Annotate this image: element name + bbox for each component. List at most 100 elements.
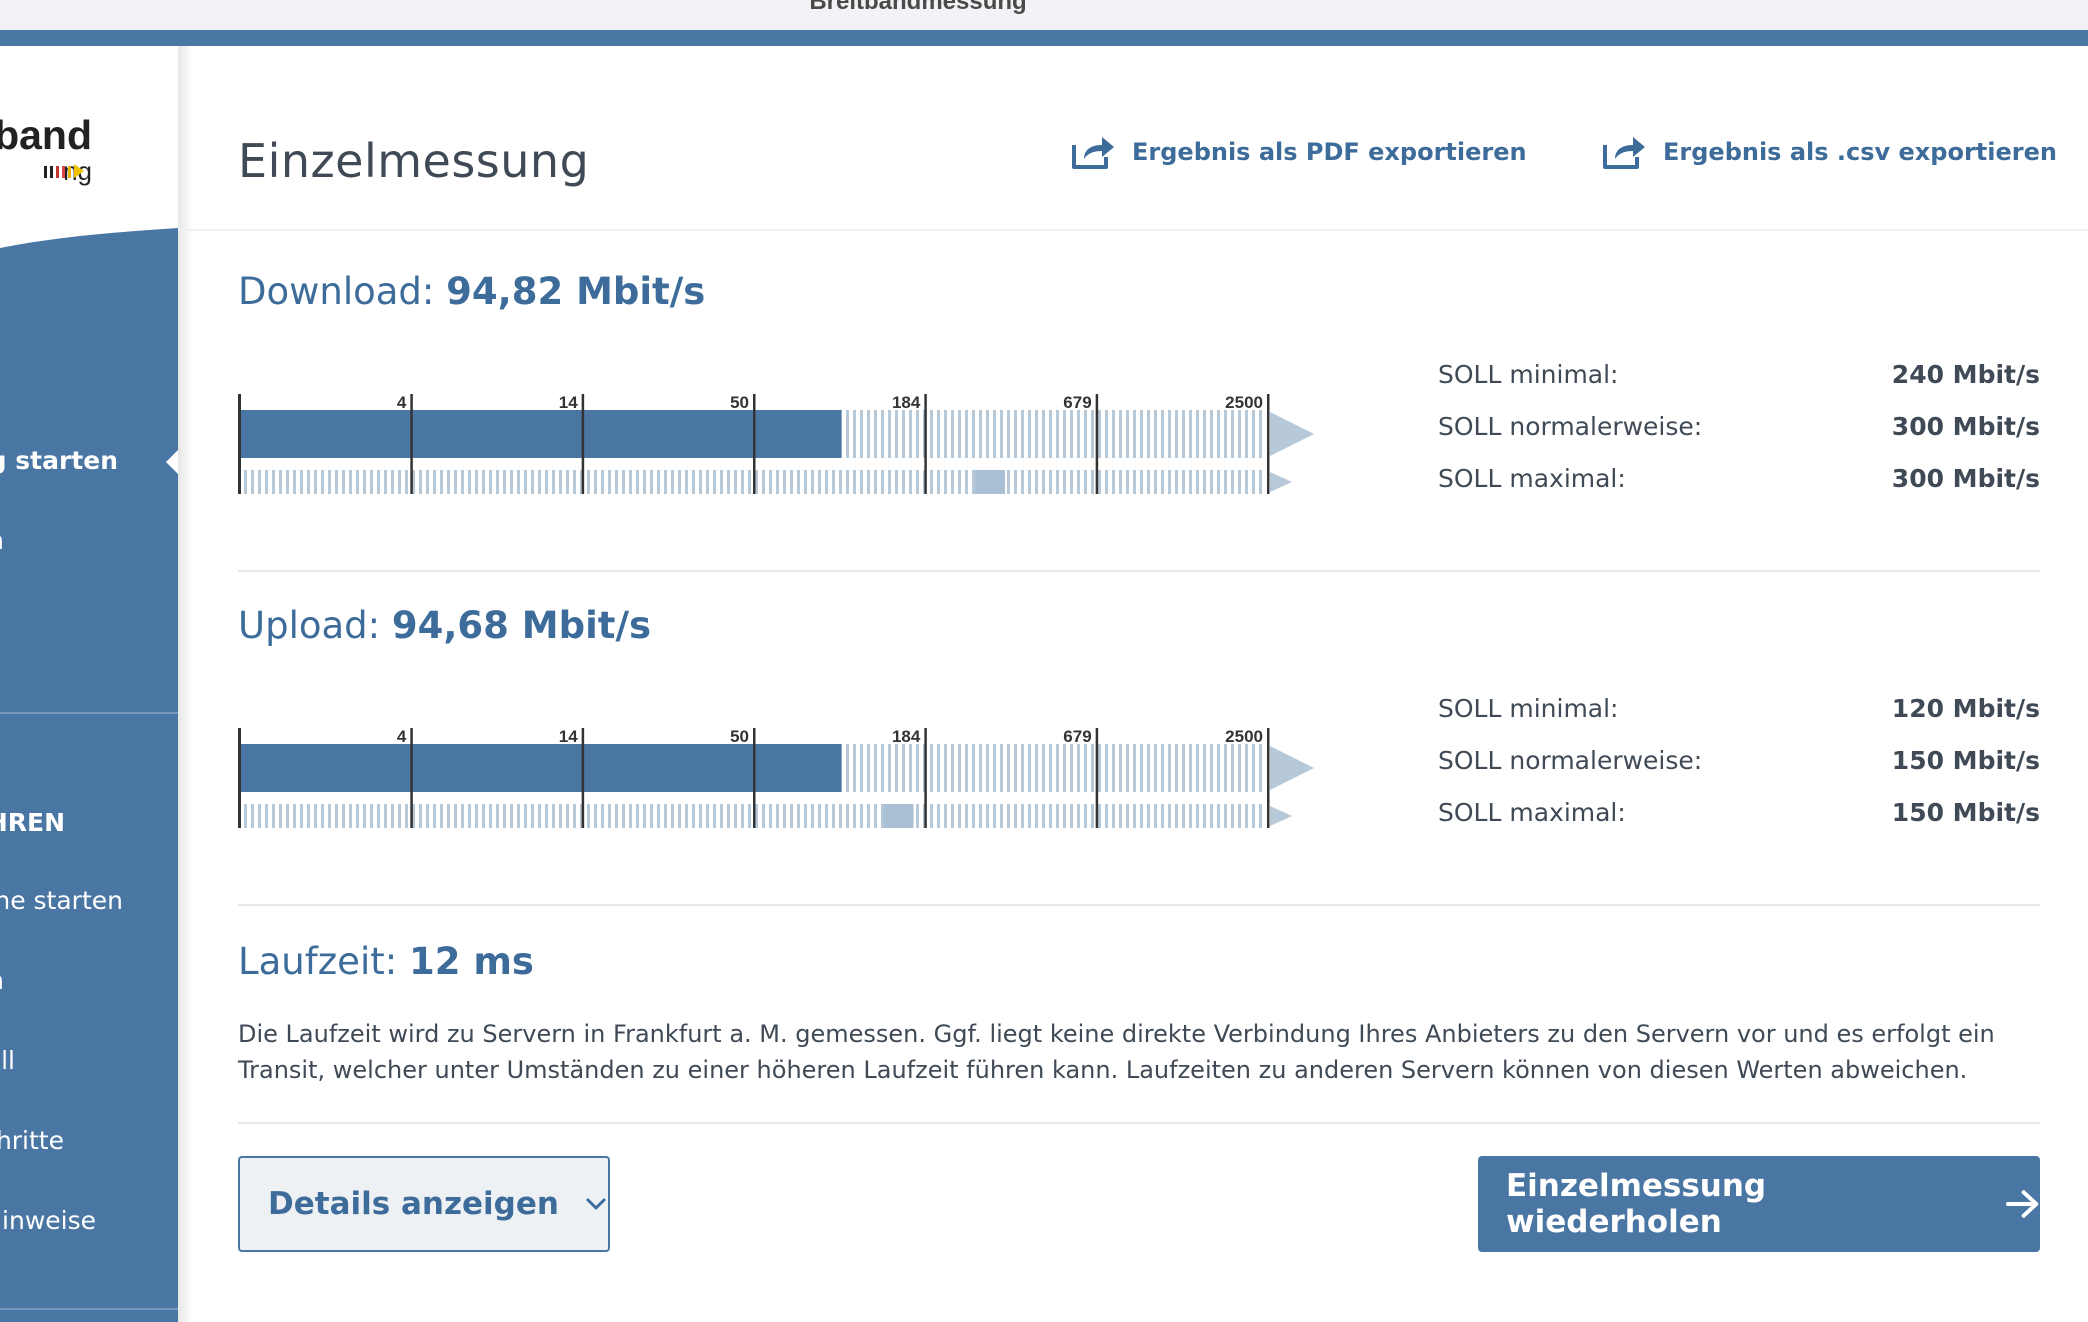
download-heading: Download: 94,82 Mbit/s [238, 270, 705, 313]
sidebar-divider [0, 1308, 178, 1310]
scale-tick-label: 50 [730, 393, 749, 412]
scale-tick-line [924, 728, 927, 828]
download-soll-min-label: SOLL minimal: [1438, 360, 1619, 389]
sidebar-item-2[interactable]: n [0, 526, 178, 558]
latency-label: Laufzeit: [238, 940, 398, 983]
section-divider [238, 904, 2040, 906]
section-divider [238, 570, 2040, 572]
export-csv-label: Ergebnis als .csv exportieren [1663, 138, 2057, 166]
sidebar-item-5[interactable]: n [0, 966, 178, 998]
scale-tick-label: 184 [892, 727, 921, 746]
sidebar-item-hints[interactable]: linweise [0, 1206, 178, 1238]
scale-tick-line [581, 394, 585, 494]
scale-tick-line [924, 394, 927, 494]
scale-tick-label: 4 [397, 727, 407, 746]
window-title: Breitbandmessung [809, 0, 1027, 15]
export-icon [1072, 137, 1114, 169]
scale-tick-line [581, 728, 585, 828]
scale-tick-label: 679 [1063, 727, 1091, 746]
top-accent-bar [0, 30, 2088, 46]
sidebar-section-heading: HREN [0, 808, 178, 840]
logo-curve [0, 196, 178, 276]
upload-gauge: 4 14 50 184 679 2500 [238, 727, 1314, 828]
scale-tick-line [1095, 394, 1099, 494]
scale-tick-label: 14 [559, 727, 578, 746]
repeat-measurement-button[interactable]: Einzelmessung wiederholen [1478, 1156, 2040, 1252]
latency-heading: Laufzeit: 12 ms [238, 940, 534, 983]
scale-tick-line [753, 728, 756, 828]
sidebar-item-label: ne starten [0, 886, 123, 915]
scale-start-line [238, 728, 241, 828]
sidebar-item-6[interactable]: ll [0, 1046, 178, 1078]
download-label: Download: [238, 270, 435, 313]
sidebar-section-label: HREN [0, 808, 65, 837]
latency-description: Die Laufzeit wird zu Servern in Frankfur… [238, 1020, 1995, 1084]
sidebar-item-label: hritte [0, 1126, 64, 1155]
scale-start-line [238, 394, 241, 494]
sidebar-item-label: linweise [0, 1206, 96, 1235]
sidebar-shadow [178, 46, 192, 1322]
page-title: Einzelmessung [238, 134, 590, 188]
window-titlebar: Breitbandmessung [0, 0, 2088, 30]
scale-tick-line [753, 394, 756, 494]
sidebar-item-label: n [0, 526, 4, 555]
download-soll-max-value: 300 Mbit/s [1891, 464, 2040, 493]
upload-soll-max-label: SOLL maximal: [1438, 798, 1626, 827]
download-gauge: 4 14 50 184 679 2500 [238, 393, 1314, 494]
upload-value: 94,68 Mbit/s [391, 604, 652, 647]
arrow-right-icon [2005, 1190, 2039, 1218]
scale-tick-label: 50 [730, 727, 749, 746]
page-header: Einzelmessung Ergebnis als PDF exportier… [178, 46, 2088, 231]
scale-tick-label: 2500 [1225, 393, 1263, 412]
soll-range-marker [883, 804, 914, 828]
scale-arrow-icon [1270, 412, 1314, 456]
chevron-down-icon [586, 1198, 606, 1210]
sidebar-item-label: n [0, 966, 4, 995]
active-item-caret [166, 450, 178, 474]
export-csv-link[interactable]: Ergebnis als .csv exportieren [1601, 132, 2057, 172]
measured-speed-bar [240, 410, 842, 458]
scale-tick-line [410, 394, 413, 494]
repeat-button-label: Einzelmessung wiederholen [1506, 1168, 1767, 1240]
export-pdf-label: Ergebnis als PDF exportieren [1132, 138, 1527, 166]
upload-soll-normal-value: 150 Mbit/s [1891, 746, 2040, 775]
soll-range-marker [975, 470, 1006, 494]
upload-heading: Upload: 94,68 Mbit/s [238, 604, 651, 647]
scale-tick-line [1267, 394, 1270, 494]
scale-tick-line [1267, 728, 1270, 828]
export-icon [1603, 137, 1645, 169]
scale-tick-label: 2500 [1225, 727, 1263, 746]
sidebar-item-label: ng starten [0, 446, 118, 475]
download-soll-min-value: 240 Mbit/s [1891, 360, 2040, 389]
section-divider [238, 1122, 2040, 1124]
upload-soll-normal-label: SOLL normalerweise: [1438, 746, 1703, 775]
scale-tick-label: 184 [892, 393, 921, 412]
scale-arrow-icon [1270, 472, 1292, 492]
scale-tick-line [410, 728, 413, 828]
scale-tick-label: 4 [397, 393, 407, 412]
logo-bars-icon [44, 162, 84, 178]
details-button-label: Details anzeigen [268, 1186, 559, 1222]
upload-soll-min-value: 120 Mbit/s [1891, 694, 2040, 723]
download-value: 94,82 Mbit/s [446, 270, 706, 313]
scale-tick-line [1095, 728, 1099, 828]
upload-soll-max-value: 150 Mbit/s [1891, 798, 2040, 827]
upload-soll-min-label: SOLL minimal: [1438, 694, 1619, 723]
sidebar-item-steps[interactable]: hritte [0, 1126, 178, 1158]
sidebar-divider [0, 712, 178, 714]
scale-tick-label: 679 [1063, 393, 1091, 412]
sidebar-item-series-start[interactable]: ne starten [0, 886, 178, 918]
sidebar-item-start-measurement[interactable]: ng starten [0, 446, 178, 478]
sidebar: band ng ng starten n HREN ne starten n l… [0, 46, 178, 1322]
download-soll-normal-label: SOLL normalerweise: [1438, 412, 1703, 441]
measured-speed-bar [240, 744, 842, 792]
download-soll-normal-value: 300 Mbit/s [1891, 412, 2040, 441]
sidebar-item-label: ll [1, 1046, 15, 1075]
download-soll-max-label: SOLL maximal: [1438, 464, 1626, 493]
details-button[interactable]: Details anzeigen [238, 1156, 610, 1252]
scale-tick-label: 14 [559, 393, 578, 412]
upload-label: Upload: [238, 604, 381, 647]
scale-arrow-icon [1270, 806, 1292, 826]
export-pdf-link[interactable]: Ergebnis als PDF exportieren [1070, 132, 1527, 172]
logo-wordmark[interactable]: band [0, 112, 92, 158]
